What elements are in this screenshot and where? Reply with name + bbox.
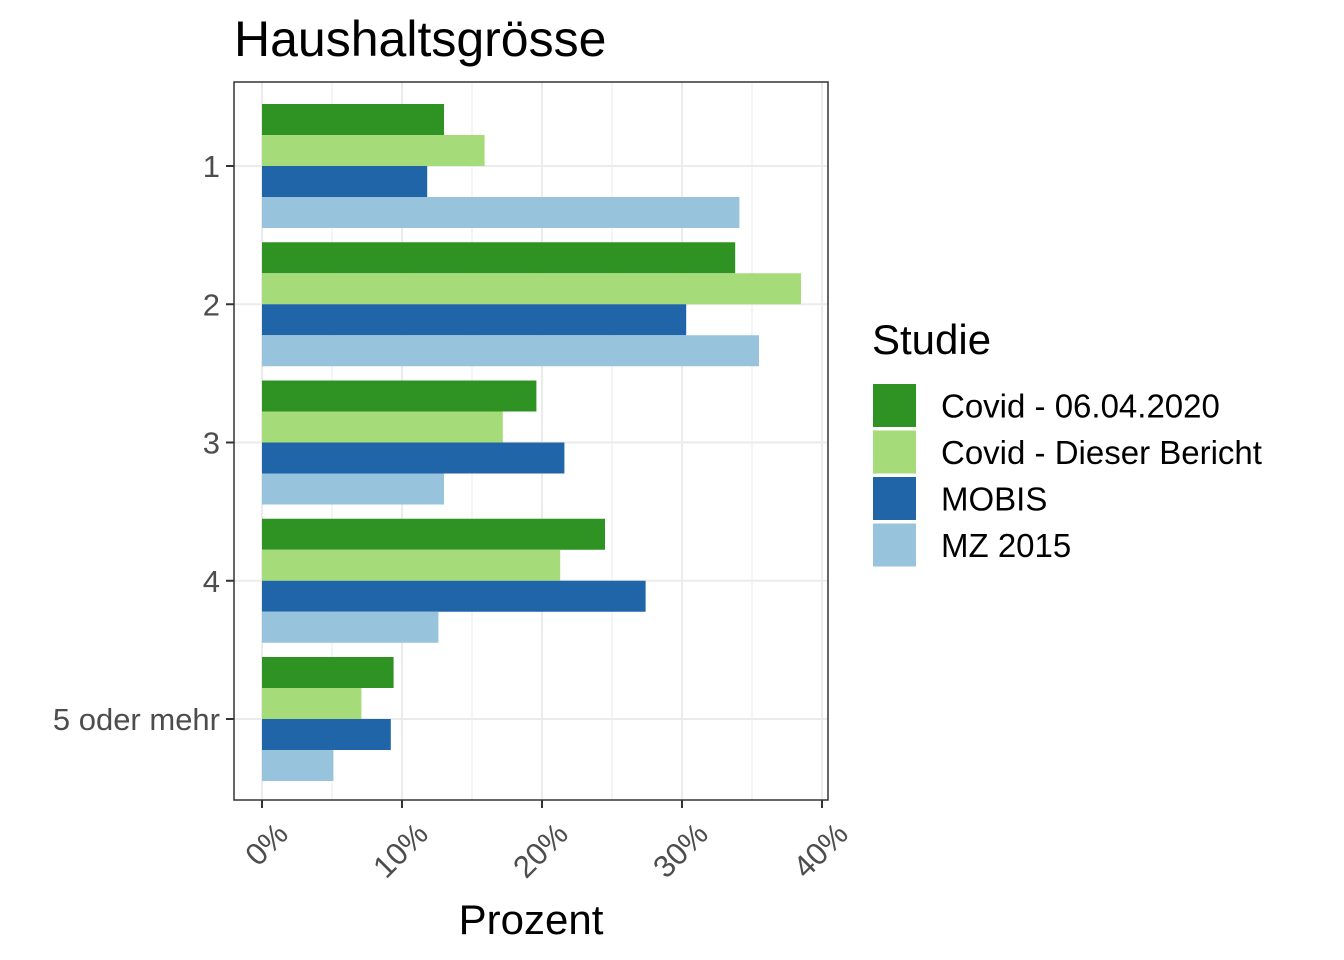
x-tick-label: 40% bbox=[786, 816, 855, 885]
bar bbox=[262, 380, 537, 412]
bar bbox=[262, 580, 646, 612]
bar bbox=[262, 166, 428, 197]
bar bbox=[262, 273, 801, 305]
bar bbox=[262, 719, 391, 750]
bar bbox=[262, 518, 605, 550]
bar bbox=[262, 750, 334, 781]
bar bbox=[262, 473, 444, 505]
y-tick-label: 3 bbox=[203, 426, 220, 461]
y-tick-label: 5 oder mehr bbox=[53, 702, 220, 737]
legend-key bbox=[873, 430, 916, 474]
y-tick-label: 1 bbox=[203, 149, 220, 184]
legend-key bbox=[873, 477, 916, 520]
y-axis: 1 2 3 4 5 oder mehr bbox=[53, 149, 234, 737]
bars bbox=[262, 104, 801, 781]
bar bbox=[262, 611, 439, 643]
plot-panel bbox=[233, 81, 829, 801]
chart-title: Haushaltsgrösse bbox=[234, 11, 606, 67]
legend-key bbox=[873, 384, 916, 427]
x-tick-label: 20% bbox=[506, 816, 575, 885]
x-tick-label: 30% bbox=[646, 816, 715, 885]
legend-label: MOBIS bbox=[941, 481, 1047, 518]
y-tick-label: 2 bbox=[203, 287, 220, 322]
x-axis: 0% 10% 20% 30% 40% bbox=[238, 800, 855, 885]
x-axis-label: Prozent bbox=[459, 896, 604, 943]
x-tick-label: 10% bbox=[366, 816, 435, 885]
bar bbox=[262, 135, 485, 166]
x-tick-label: 0% bbox=[238, 816, 294, 872]
bar bbox=[262, 688, 362, 719]
legend: Studie Covid - 06.04.2020 Covid - Dieser … bbox=[872, 316, 1262, 567]
bar bbox=[262, 197, 740, 228]
legend-label: Covid - Dieser Bericht bbox=[941, 434, 1262, 471]
bar bbox=[262, 442, 565, 474]
legend-items: Covid - 06.04.2020 Covid - Dieser Bericht… bbox=[873, 384, 1262, 567]
legend-title: Studie bbox=[872, 316, 991, 363]
bar bbox=[262, 549, 561, 581]
legend-label: Covid - 06.04.2020 bbox=[941, 388, 1220, 425]
panel-border bbox=[233, 81, 829, 801]
bar bbox=[262, 242, 736, 274]
bar bbox=[262, 304, 687, 336]
bar bbox=[262, 411, 503, 443]
legend-key bbox=[873, 523, 916, 567]
bar bbox=[262, 104, 444, 135]
bar bbox=[262, 335, 759, 367]
legend-label: MZ 2015 bbox=[941, 527, 1071, 564]
y-tick-label: 4 bbox=[203, 564, 220, 599]
bar bbox=[262, 657, 394, 688]
